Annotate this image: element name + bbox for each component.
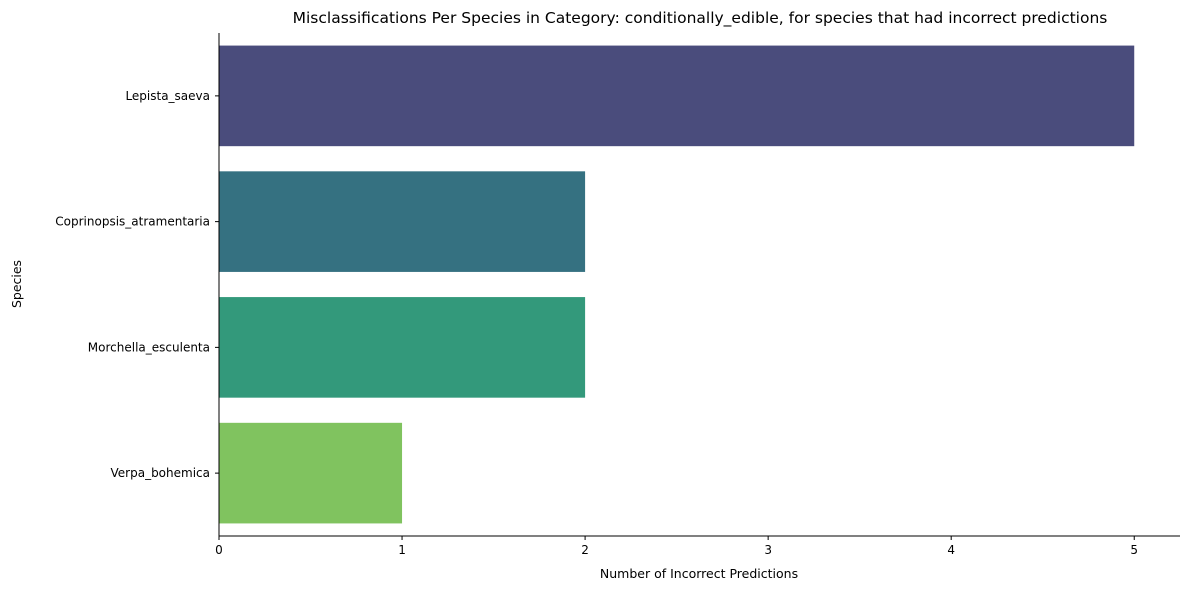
chart-title: Misclassifications Per Species in Catego… [293, 9, 1108, 28]
x-tick-label: 4 [947, 543, 955, 557]
bar-verpa-bohemica [219, 422, 403, 524]
y-tick-label: Lepista_saeva [125, 89, 210, 103]
x-tick-label: 2 [581, 543, 589, 557]
x-ticks-group: 0 1 2 3 4 5 [215, 536, 1138, 557]
x-tick-label: 0 [215, 543, 223, 557]
bar-coprinopsis-atramentaria [219, 171, 586, 272]
y-ticks-group: Lepista_saeva Coprinopsis_atramentaria Mor… [55, 89, 219, 480]
y-tick-label: Coprinopsis_atramentaria [55, 215, 210, 229]
y-axis-label: Species [9, 260, 24, 308]
x-tick-label: 1 [398, 543, 406, 557]
axes-group [218, 33, 1180, 537]
x-axis-label: Number of Incorrect Predictions [600, 566, 798, 581]
bars-group [219, 45, 1135, 524]
x-tick-label: 5 [1130, 543, 1138, 557]
x-tick-label: 3 [764, 543, 772, 557]
bar-morchella-esculenta [219, 297, 586, 398]
y-tick-label: Morchella_esculenta [88, 340, 210, 354]
y-tick-label: Verpa_bohemica [111, 466, 211, 480]
bar-lepista-saeva [219, 45, 1135, 147]
